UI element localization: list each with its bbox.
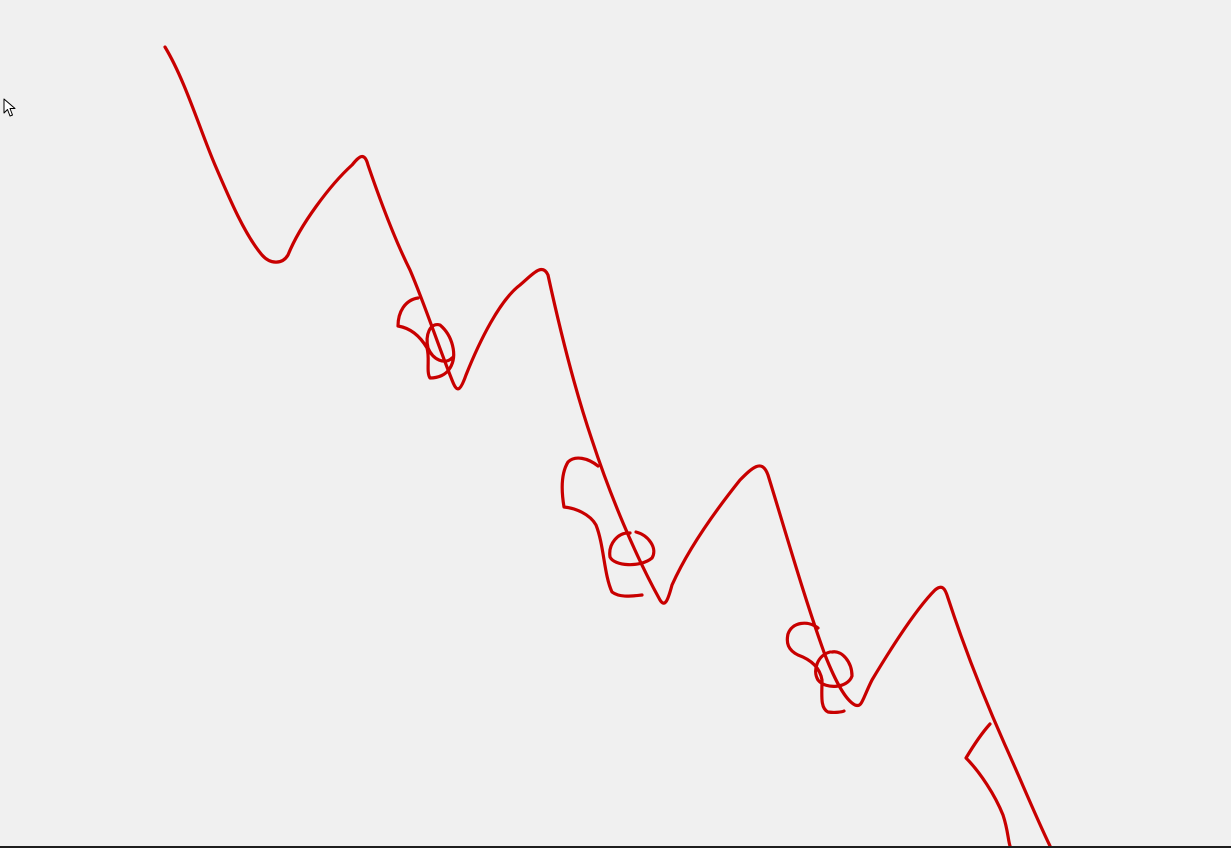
ink-stroke-loop-2 [560, 456, 656, 598]
ink-stroke-loop-3 [785, 621, 854, 715]
arrow-cursor-icon [3, 98, 16, 117]
ink-stroke-loop-1 [396, 296, 456, 380]
ink-stroke-hook [964, 722, 1012, 846]
window-bottom-border [0, 846, 1231, 848]
ink-stroke-main [163, 45, 1052, 846]
